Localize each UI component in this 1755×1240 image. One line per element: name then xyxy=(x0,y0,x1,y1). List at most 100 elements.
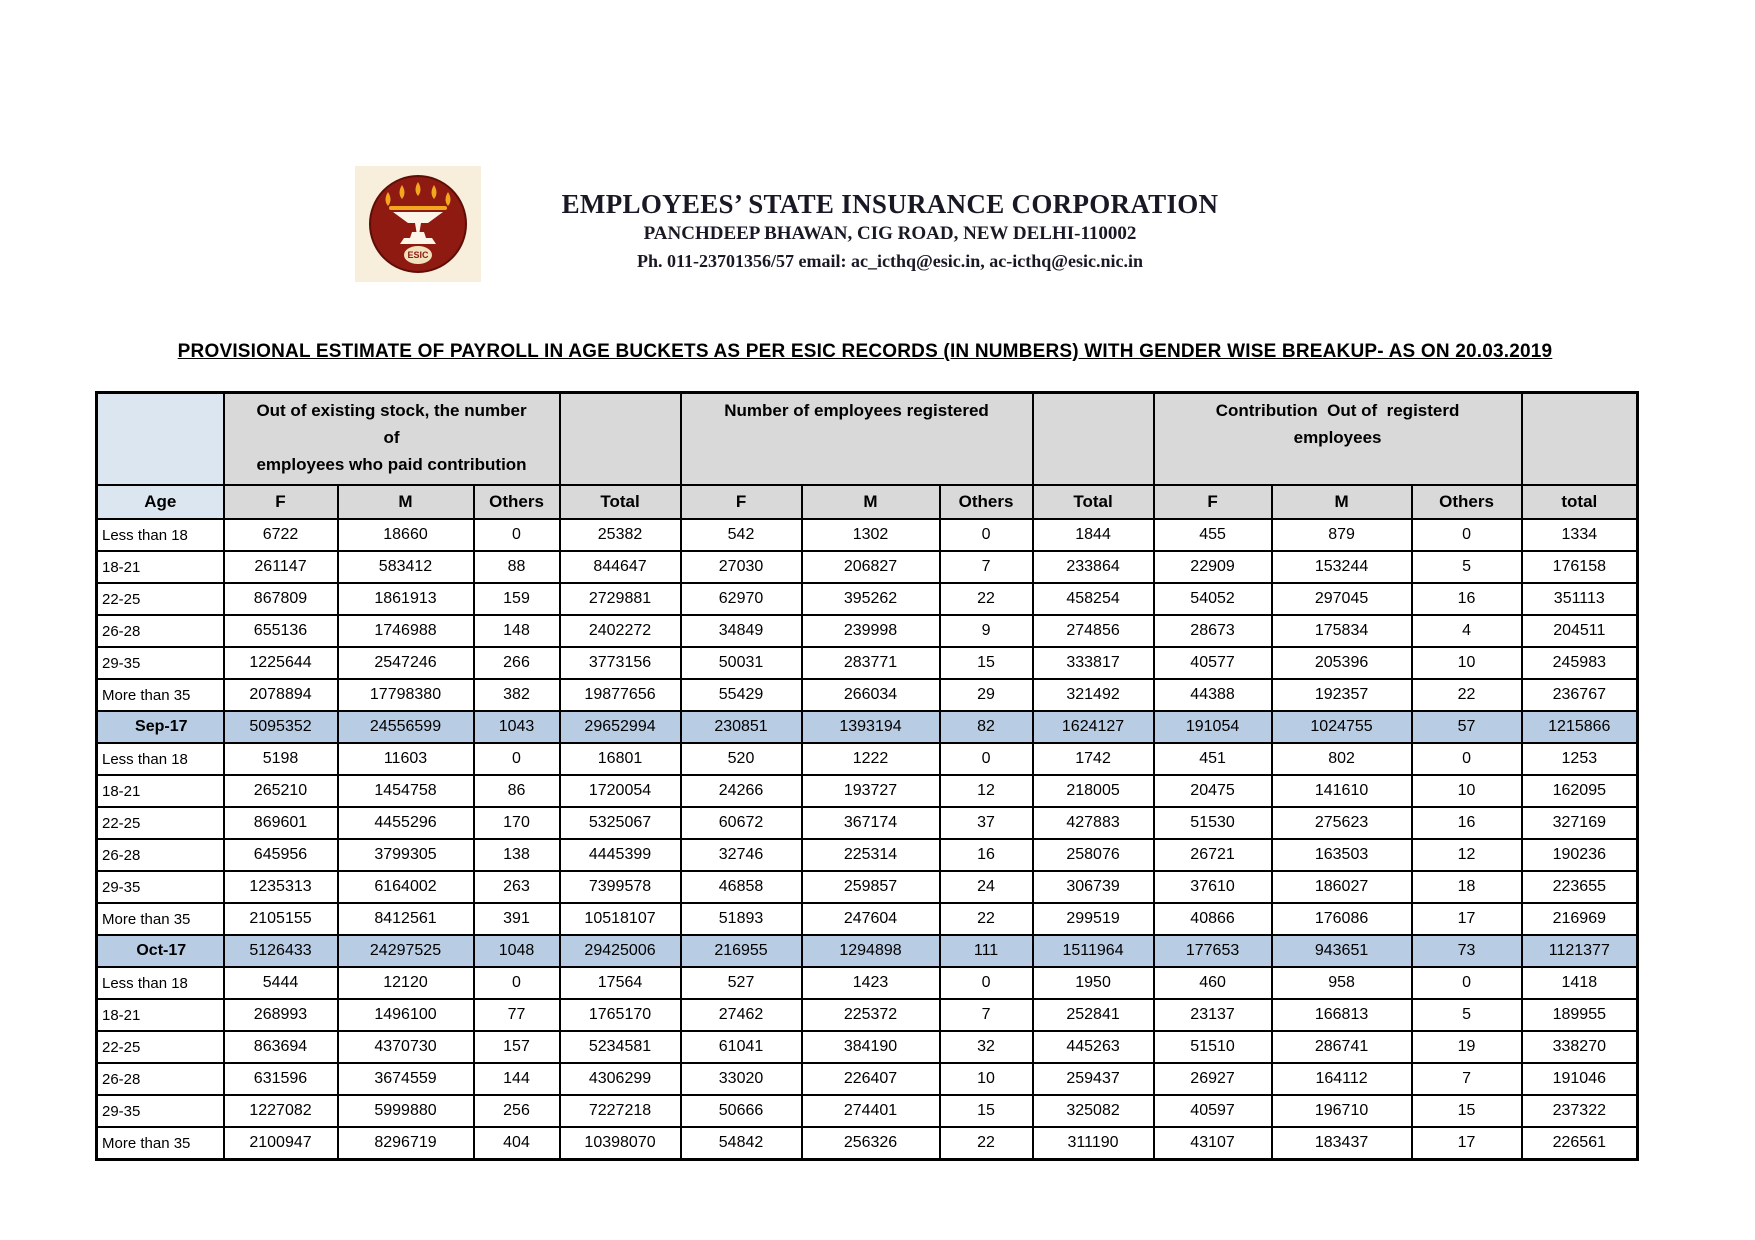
value-cell: 2402272 xyxy=(558,614,682,648)
value-cell: 5325067 xyxy=(558,806,682,840)
value-cell: 1222 xyxy=(800,742,941,776)
value-cell: 26721 xyxy=(1152,838,1273,872)
value-cell: 54842 xyxy=(679,1126,803,1161)
payroll-table: Out of existing stock, the number of emp… xyxy=(95,391,1640,1161)
age-cell: More than 35 xyxy=(95,678,225,712)
column-header: M xyxy=(336,484,475,520)
value-cell: 1253 xyxy=(1520,742,1639,776)
value-cell: 1742 xyxy=(1031,742,1155,776)
value-cell: 16 xyxy=(1410,806,1523,840)
value-cell: 2547246 xyxy=(336,646,475,680)
value-cell: 138 xyxy=(472,838,561,872)
column-header: F xyxy=(679,484,803,520)
age-cell: 26-28 xyxy=(95,614,225,648)
value-cell: 22 xyxy=(1410,678,1523,712)
table-row: 22-25 867809 1861913 159 2729881 62970 395262 2… xyxy=(95,582,1639,616)
value-cell: 216955 xyxy=(679,934,803,968)
value-cell: 24297525 xyxy=(336,934,475,968)
value-cell: 26927 xyxy=(1152,1062,1273,1096)
age-cell: Oct-17 xyxy=(95,934,225,968)
value-cell: 1496100 xyxy=(336,998,475,1032)
age-cell: Less than 18 xyxy=(95,966,225,1000)
value-cell: 225314 xyxy=(800,838,941,872)
value-cell: 43107 xyxy=(1152,1126,1273,1161)
value-cell: 5095352 xyxy=(222,710,339,744)
age-cell: Sep-17 xyxy=(95,710,225,744)
esic-logo-icon: ESIC xyxy=(355,166,481,282)
table-row: 26-28 645956 3799305 138 4445399 32746 225314 1… xyxy=(95,838,1639,872)
org-name-text: EMPLOYEES’ STATE INSURANCE CORPORATION xyxy=(561,189,1219,219)
age-cell: Less than 18 xyxy=(95,518,225,552)
value-cell: 176158 xyxy=(1520,550,1639,584)
value-cell: 259437 xyxy=(1031,1062,1155,1096)
column-header-age: Age xyxy=(95,484,225,520)
value-cell: 12 xyxy=(938,774,1034,808)
value-cell: 655136 xyxy=(222,614,339,648)
value-cell: 166813 xyxy=(1270,998,1413,1032)
value-cell: 0 xyxy=(472,966,561,1000)
value-cell: 527 xyxy=(679,966,803,1000)
value-cell: 28673 xyxy=(1152,614,1273,648)
value-cell: 256326 xyxy=(800,1126,941,1161)
value-cell: 44388 xyxy=(1152,678,1273,712)
value-cell: 333817 xyxy=(1031,646,1155,680)
value-cell: 1950 xyxy=(1031,966,1155,1000)
value-cell: 170 xyxy=(472,806,561,840)
value-cell: 16 xyxy=(1410,582,1523,616)
value-cell: 1511964 xyxy=(1031,934,1155,968)
group-header-blank-age xyxy=(95,391,225,486)
value-cell: 57 xyxy=(1410,710,1523,744)
age-cell: More than 35 xyxy=(95,902,225,936)
value-cell: 193727 xyxy=(800,774,941,808)
value-cell: 1454758 xyxy=(336,774,475,808)
value-cell: 299519 xyxy=(1031,902,1155,936)
value-cell: 2105155 xyxy=(222,902,339,936)
document-title: PROVISIONAL ESTIMATE OF PAYROLL IN AGE B… xyxy=(177,341,1553,362)
value-cell: 297045 xyxy=(1270,582,1413,616)
value-cell: 16801 xyxy=(558,742,682,776)
value-cell: 40866 xyxy=(1152,902,1273,936)
value-cell: 1227082 xyxy=(222,1094,339,1128)
value-cell: 73 xyxy=(1410,934,1523,968)
value-cell: 5 xyxy=(1410,998,1523,1032)
value-cell: 62970 xyxy=(679,582,803,616)
group-header-blank-1 xyxy=(558,391,682,486)
value-cell: 239998 xyxy=(800,614,941,648)
value-cell: 15 xyxy=(1410,1094,1523,1128)
value-cell: 645956 xyxy=(222,838,339,872)
value-cell: 542 xyxy=(679,518,803,552)
value-cell: 1720054 xyxy=(558,774,682,808)
value-cell: 274856 xyxy=(1031,614,1155,648)
value-cell: 0 xyxy=(938,518,1034,552)
value-cell: 15 xyxy=(938,1094,1034,1128)
table-row: 29-35 1225644 2547246 266 3773156 50031 283771… xyxy=(95,646,1639,680)
group-header-row: Out of existing stock, the number of emp… xyxy=(95,391,1639,486)
value-cell: 520 xyxy=(679,742,803,776)
value-cell: 268993 xyxy=(222,998,339,1032)
table-row: More than 35 2105155 8412561 391 10518107 518… xyxy=(95,902,1639,936)
value-cell: 192357 xyxy=(1270,678,1413,712)
value-cell: 17798380 xyxy=(336,678,475,712)
value-cell: 230851 xyxy=(679,710,803,744)
value-cell: 22 xyxy=(938,582,1034,616)
value-cell: 245983 xyxy=(1520,646,1639,680)
value-cell: 3674559 xyxy=(336,1062,475,1096)
value-cell: 159 xyxy=(472,582,561,616)
value-cell: 958 xyxy=(1270,966,1413,1000)
value-cell: 164112 xyxy=(1270,1062,1413,1096)
value-cell: 1302 xyxy=(800,518,941,552)
value-cell: 1423 xyxy=(800,966,941,1000)
value-cell: 148 xyxy=(472,614,561,648)
value-cell: 455 xyxy=(1152,518,1273,552)
table-row: More than 35 2078894 17798380 382 19877656 55… xyxy=(95,678,1639,712)
value-cell: 256 xyxy=(472,1094,561,1128)
value-cell: 27030 xyxy=(679,550,803,584)
column-header-row: Age F M Others Total F M Others Total F … xyxy=(95,484,1639,520)
value-cell: 8412561 xyxy=(336,902,475,936)
value-cell: 1048 xyxy=(472,934,561,968)
value-cell: 391 xyxy=(472,902,561,936)
value-cell: 226407 xyxy=(800,1062,941,1096)
value-cell: 20475 xyxy=(1152,774,1273,808)
value-cell: 82 xyxy=(938,710,1034,744)
value-cell: 1418 xyxy=(1520,966,1639,1000)
